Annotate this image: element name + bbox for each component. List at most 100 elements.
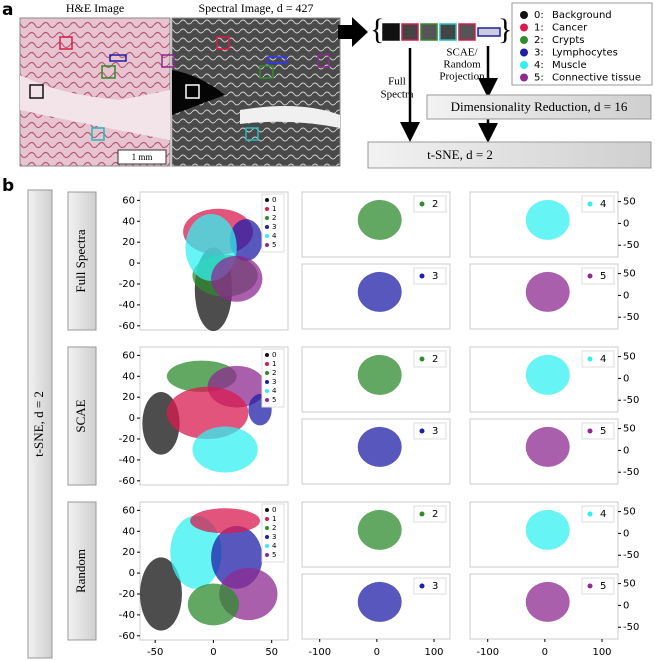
cluster-cloud xyxy=(190,508,261,534)
side-box xyxy=(27,189,53,659)
legend-label: 4 xyxy=(272,232,277,240)
legend-marker xyxy=(520,36,528,44)
legend-marker xyxy=(265,544,269,548)
cluster-cloud xyxy=(357,199,402,240)
image-title: Spectral Image, d = 427 xyxy=(198,1,313,15)
y-tick-label: 40 xyxy=(122,216,135,227)
legend-key: 1: xyxy=(534,23,544,34)
legend-marker xyxy=(520,11,528,19)
legend-label: 2 xyxy=(432,509,438,520)
cluster-cloud xyxy=(211,255,263,302)
legend-label: 3 xyxy=(432,581,438,592)
y-tick-label: 20 xyxy=(122,547,135,558)
legend-label: 0 xyxy=(272,196,276,204)
y-tick-label: 50 xyxy=(623,507,636,518)
panel-label: b xyxy=(2,176,14,196)
row-label: Full Spectra xyxy=(73,229,88,292)
y-tick-label: -20 xyxy=(119,279,135,290)
cluster-cloud xyxy=(525,271,570,312)
legend-marker xyxy=(265,216,269,220)
legend-label: Muscle xyxy=(552,60,587,71)
legend-marker xyxy=(265,234,269,238)
legend-marker xyxy=(587,273,593,279)
process-label: t-SNE, d = 2 xyxy=(427,147,493,162)
y-tick-label: 20 xyxy=(122,237,135,248)
row-label-box xyxy=(67,501,97,641)
cluster-cloud xyxy=(357,581,402,622)
legend-label: 5 xyxy=(600,426,606,437)
y-tick-label: 60 xyxy=(122,505,135,516)
y-tick-label: -50 xyxy=(623,312,639,323)
legend-label: 4 xyxy=(272,542,277,550)
y-tick-label: 0 xyxy=(623,373,629,384)
y-tick-label: 40 xyxy=(122,526,135,537)
legend-marker xyxy=(419,201,425,207)
row-label: Random xyxy=(73,549,88,593)
legend-marker xyxy=(265,243,269,247)
legend-marker xyxy=(419,273,425,279)
y-tick-label: 20 xyxy=(122,392,135,403)
flow-label: SCAE/ xyxy=(446,47,478,59)
legend-marker xyxy=(265,535,269,539)
legend-marker xyxy=(265,553,269,557)
y-tick-label: 0 xyxy=(623,528,629,539)
legend-label: Lymphocytes xyxy=(552,48,618,59)
legend-label: 2 xyxy=(272,369,276,377)
row-label-box xyxy=(67,346,97,486)
row-label-box xyxy=(67,191,97,331)
y-tick-label: -20 xyxy=(119,434,135,445)
cluster-cloud xyxy=(525,354,570,395)
y-tick-label: 60 xyxy=(122,350,135,361)
y-tick-label: 0 xyxy=(623,600,629,611)
legend-label: 1 xyxy=(272,205,276,213)
y-tick-label: -40 xyxy=(119,300,135,311)
legend-box xyxy=(413,267,447,285)
legend-label: 4 xyxy=(272,387,277,395)
legend-box xyxy=(413,195,447,213)
y-tick-label: -40 xyxy=(119,455,135,466)
y-tick-label: 50 xyxy=(623,579,636,590)
legend-label: 3 xyxy=(432,426,438,437)
legend-label: Cancer xyxy=(552,23,588,34)
he-region xyxy=(20,75,170,140)
y-tick-label: 0 xyxy=(623,290,629,301)
legend-marker xyxy=(419,511,425,517)
cluster-cloud xyxy=(357,271,402,312)
legend-label: 4 xyxy=(600,509,606,520)
legend-box xyxy=(413,350,447,368)
y-tick-label: 50 xyxy=(623,197,636,208)
legend-label: 0 xyxy=(272,351,276,359)
flow-label: Spectra xyxy=(381,89,414,101)
x-tick-label: 0 xyxy=(210,647,216,658)
legend-marker xyxy=(520,48,528,57)
legend-label: 4 xyxy=(600,354,606,365)
legend-marker xyxy=(265,517,269,521)
legend-label: Crypts xyxy=(552,35,585,46)
image-title: H&E Image xyxy=(66,1,124,15)
legend-label: 1 xyxy=(272,360,276,368)
process-label: Dimensionality Reduction, d = 16 xyxy=(451,99,628,114)
x-tick-label: -50 xyxy=(147,647,163,658)
y-tick-label: -50 xyxy=(623,550,639,561)
flow-labels: SCAE/ Random Projection Full Spectra xyxy=(381,47,486,101)
legend-label: 5 xyxy=(272,551,276,559)
y-tick-label: -60 xyxy=(119,476,135,487)
legend-label: 5 xyxy=(272,241,276,249)
x-tick-label: 100 xyxy=(424,647,443,658)
x-tick-label: -100 xyxy=(308,647,331,658)
cluster-cloud xyxy=(166,386,249,440)
panel-label: a xyxy=(2,0,13,20)
legend-marker xyxy=(587,511,593,517)
y-tick-label: -20 xyxy=(119,589,135,600)
legend-box xyxy=(413,505,447,523)
cluster-cloud xyxy=(187,583,240,626)
legend-label: 3 xyxy=(272,533,276,541)
legend-marker xyxy=(265,398,269,402)
y-tick-label: 0 xyxy=(129,413,135,424)
legend-key: 4: xyxy=(534,60,544,71)
legend-marker xyxy=(265,207,269,211)
y-tick-label: 40 xyxy=(122,371,135,382)
cluster-cloud xyxy=(525,581,570,622)
y-tick-label: -60 xyxy=(119,631,135,642)
